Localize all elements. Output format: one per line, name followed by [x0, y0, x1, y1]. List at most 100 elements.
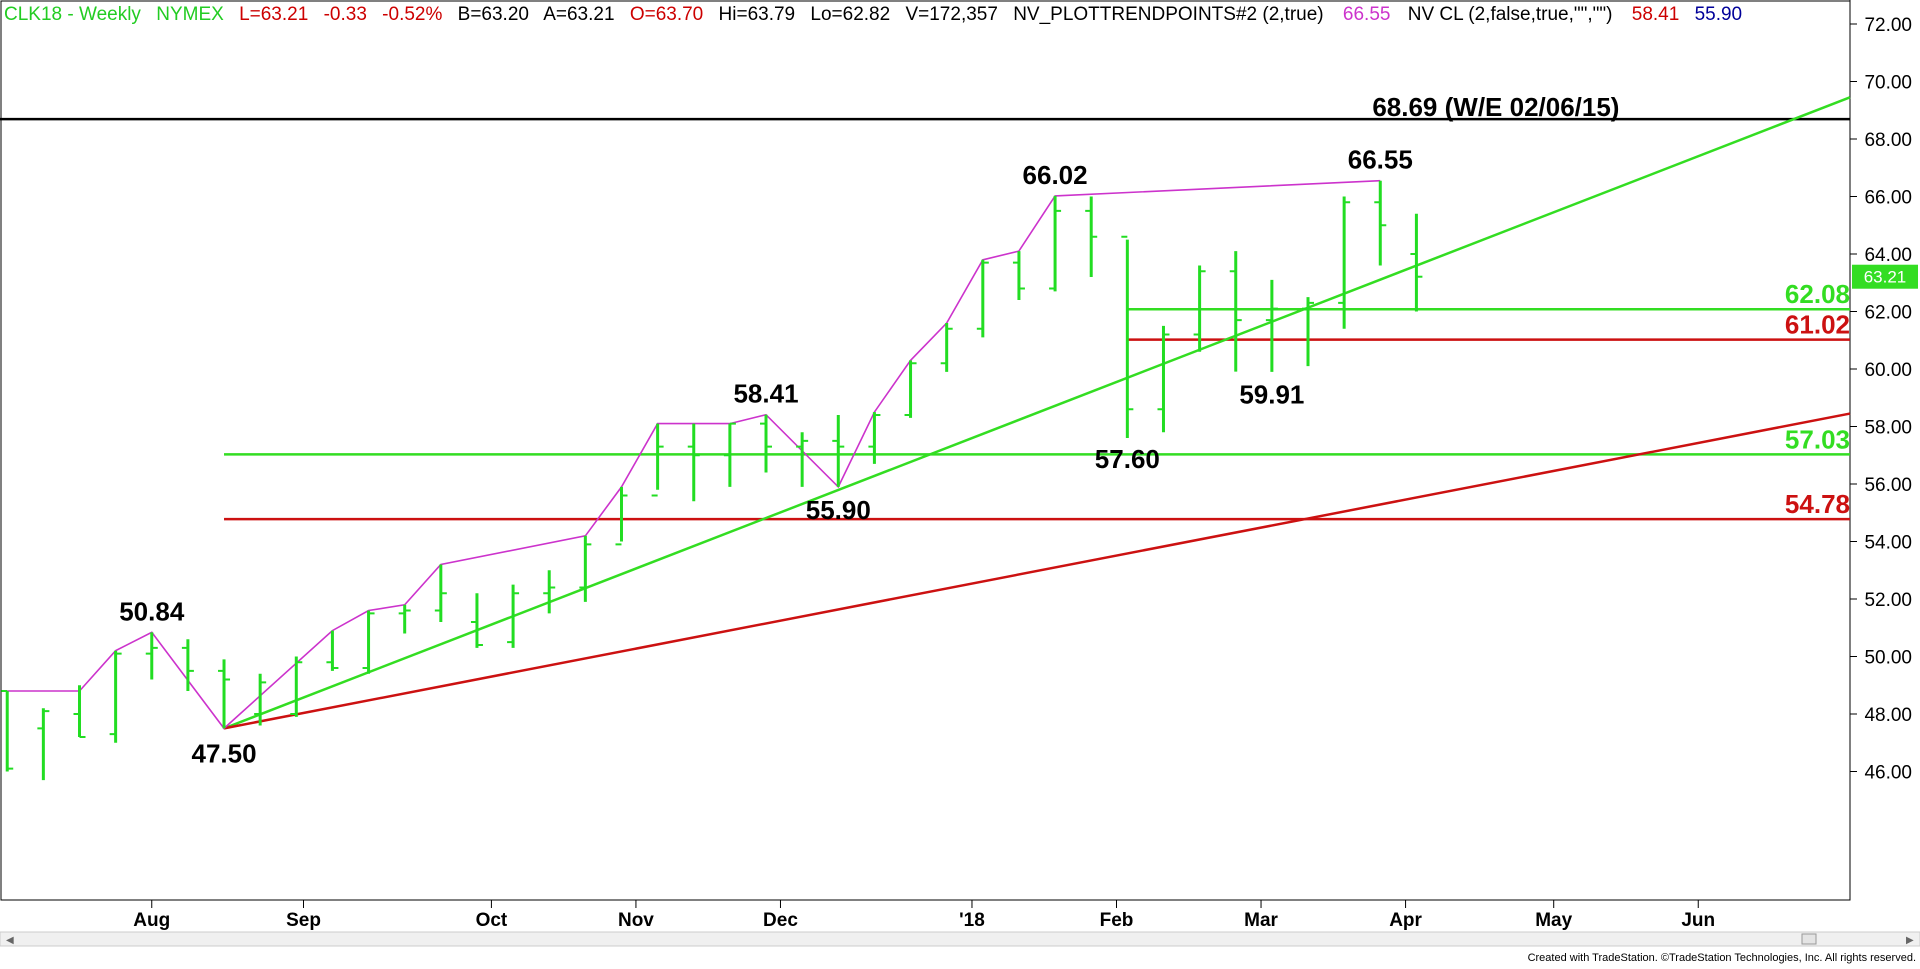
ohlc-bars: [1, 180, 1423, 781]
ohlc-bar-23: [832, 415, 845, 487]
x-tick-label-8: Apr: [1389, 910, 1422, 931]
level-label-3: 57.03: [1785, 424, 1850, 454]
header-indicator1: NV_PLOTTRENDPOINTS#2 (2,true): [1013, 4, 1323, 25]
y-tick-label-3: 52.00: [1864, 590, 1912, 611]
x-tick-label-4: Dec: [763, 910, 798, 931]
y-tick-label-2: 50.00: [1864, 648, 1912, 669]
y-tick-label-10: 66.00: [1864, 188, 1912, 209]
pivot-label-4: 66.02: [1023, 160, 1088, 190]
x-tick-label-9: May: [1535, 910, 1572, 931]
ohlc-bar-34: [1229, 251, 1242, 372]
ohlc-bar-26: [940, 323, 953, 372]
ohlc-bar-33: [1193, 265, 1206, 352]
trendlines: [223, 96, 1851, 730]
header-last: L=63.21: [239, 4, 308, 25]
pivot-label-0: 50.84: [119, 596, 185, 626]
x-tick-label-6: Feb: [1100, 910, 1134, 931]
ohlc-bar-4: [145, 632, 158, 680]
level-label-1: 62.08: [1785, 279, 1850, 309]
pivot-label-6: 59.91: [1239, 380, 1304, 410]
y-tick-label-13: 72.00: [1864, 15, 1912, 36]
x-tick-label-5: '18: [959, 910, 985, 931]
horizontal-scrollbar[interactable]: ◀ ▶: [0, 931, 1920, 947]
ohlc-bar-17: [615, 486, 628, 546]
header-volume: V=172,357: [905, 4, 997, 25]
y-tick-label-6: 58.00: [1864, 418, 1912, 439]
x-tick-label-1: Sep: [286, 910, 321, 931]
ohlc-bar-28: [1012, 251, 1025, 300]
time-axis: Aug Sep Oct Nov Dec '18 Feb Mar Apr May Jun: [133, 900, 1715, 931]
ohlc-bar-38: [1374, 180, 1387, 266]
ohlc-bar-6: [218, 659, 231, 729]
ohlc-bar-2: [73, 685, 86, 738]
scroll-left-arrow-icon[interactable]: ◀: [6, 935, 14, 946]
ohlc-bar-24: [868, 412, 881, 464]
ohlc-bar-22: [796, 432, 809, 487]
price-axis: 46.00 48.00 50.00 52.00 54.00 56.00 58.00 60.00…: [1850, 15, 1912, 784]
x-tick-label-0: Aug: [133, 910, 170, 931]
header-indicator1-value: 66.55: [1343, 4, 1391, 25]
header-bid: B=63.20: [458, 4, 529, 25]
ohlc-bar-1: [37, 708, 50, 781]
header-exchange: NYMEX: [156, 4, 224, 25]
ohlc-bar-39: [1410, 213, 1423, 312]
ohlc-bar-32: [1157, 325, 1170, 433]
x-tick-label-10: Jun: [1681, 910, 1715, 931]
pivot-label-1: 47.50: [191, 738, 256, 768]
scrollbar-track[interactable]: [0, 931, 1920, 947]
ohlc-bar-18: [651, 423, 664, 497]
ohlc-bar-5: [181, 639, 194, 691]
pivot-label-2: 58.41: [733, 379, 798, 409]
ohlc-bar-8: [290, 656, 303, 717]
level-label-4: 54.78: [1785, 489, 1850, 519]
y-tick-label-5: 56.00: [1864, 475, 1912, 496]
x-tick-label-2: Oct: [476, 910, 508, 931]
ohlc-bar-0: [1, 690, 14, 772]
ohlc-bar-9: [326, 630, 339, 671]
ohlc-bar-12: [434, 564, 447, 622]
scroll-right-arrow-icon[interactable]: ▶: [1906, 935, 1914, 946]
ohlc-bar-36: [1302, 297, 1315, 367]
ohlc-bar-20: [723, 422, 736, 487]
ohlc-bar-25: [904, 360, 917, 418]
header-change: -0.33: [324, 4, 367, 25]
y-tick-label-4: 54.00: [1864, 533, 1912, 554]
header-indicator2-value1: 58.41: [1632, 4, 1680, 25]
y-tick-label-11: 68.00: [1864, 130, 1912, 151]
level-label-2: 61.02: [1785, 310, 1850, 340]
last-price-tag: 63.21: [1852, 264, 1918, 289]
header-ask: A=63.21: [543, 4, 614, 25]
trendline-1: [223, 412, 1851, 730]
pivot-label-3: 55.90: [806, 495, 871, 525]
pivot-label-7: 66.55: [1348, 145, 1413, 175]
scrollbar-thumb[interactable]: [1801, 933, 1817, 945]
ohlc-bar-19: [687, 423, 700, 502]
level-label-0: 68.69 (W/E 02/06/15): [1372, 92, 1619, 122]
x-tick-label-7: Mar: [1244, 910, 1278, 931]
y-tick-label-0: 46.00: [1864, 763, 1912, 784]
ohlc-bar-16: [579, 535, 592, 602]
pivot-labels: 50.84 47.50 58.41 55.90 66.02 57.60 59.91 66.55: [119, 145, 1413, 769]
ohlc-bar-15: [543, 570, 556, 614]
ohlc-bar-37: [1338, 196, 1351, 329]
footer-credit: Created with TradeStation. ©TradeStation…: [1528, 952, 1916, 964]
header-low: Lo=62.82: [810, 4, 890, 25]
y-tick-label-8: 62.00: [1864, 303, 1912, 324]
ohlc-bar-21: [760, 414, 773, 473]
header-indicator2-value2: 55.90: [1695, 4, 1743, 25]
ohlc-bar-29: [1049, 195, 1062, 292]
ohlc-bar-14: [507, 584, 520, 648]
ohlc-bar-35: [1265, 279, 1278, 372]
ohlc-bar-27: [976, 259, 989, 338]
header-indicator2: NV CL (2,false,true,"",""): [1408, 4, 1613, 25]
pivot-label-5: 57.60: [1095, 444, 1160, 474]
header-symbol: CLK18 - Weekly: [4, 4, 141, 25]
header-open: O=63.70: [630, 4, 703, 25]
trendline-0: [223, 96, 1851, 730]
ohlc-bar-3: [109, 650, 122, 743]
y-tick-label-7: 60.00: [1864, 360, 1912, 381]
header-line: CLK18 - Weekly NYMEX L=63.21 -0.33 -0.52…: [4, 4, 1742, 25]
